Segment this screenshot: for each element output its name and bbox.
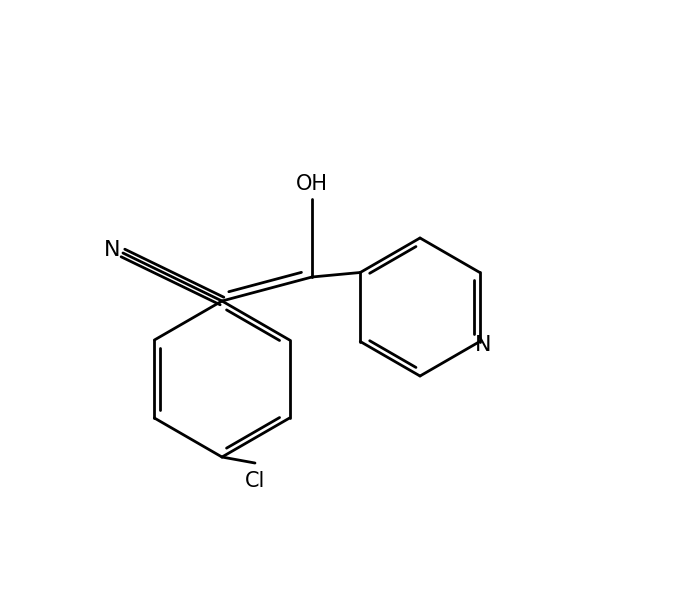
Text: OH: OH — [296, 174, 328, 194]
Text: N: N — [104, 240, 120, 260]
Text: Cl: Cl — [245, 471, 265, 491]
Text: N: N — [475, 335, 491, 354]
